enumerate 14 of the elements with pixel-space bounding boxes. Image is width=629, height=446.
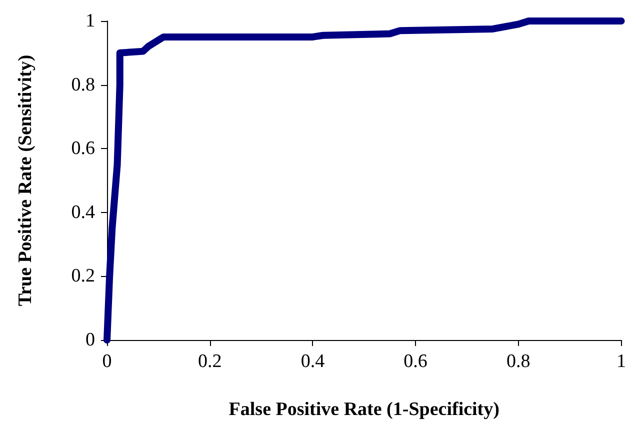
y-tick-label: 0.2 <box>71 266 95 287</box>
x-tick-label: 0.6 <box>404 351 428 372</box>
y-tick-label: 0.6 <box>71 138 95 160</box>
y-tick-label: 0.8 <box>71 74 95 96</box>
y-tick-label: 0 <box>86 330 95 350</box>
x-axis-title: False Positive Rate (1-Specificity) <box>228 399 500 420</box>
y-tick-label: 0.4 <box>71 202 96 223</box>
x-tick-label: 0.2 <box>198 351 222 372</box>
x-tick-label: 0 <box>102 351 112 372</box>
y-tick-label: 1 <box>86 10 95 32</box>
y-axis-title: True Positive Rate (Sensitivity) <box>15 54 36 306</box>
x-tick-label: 1 <box>616 351 626 372</box>
x-tick-label: 0.4 <box>300 351 326 372</box>
x-tick-label: 0.8 <box>506 351 530 372</box>
